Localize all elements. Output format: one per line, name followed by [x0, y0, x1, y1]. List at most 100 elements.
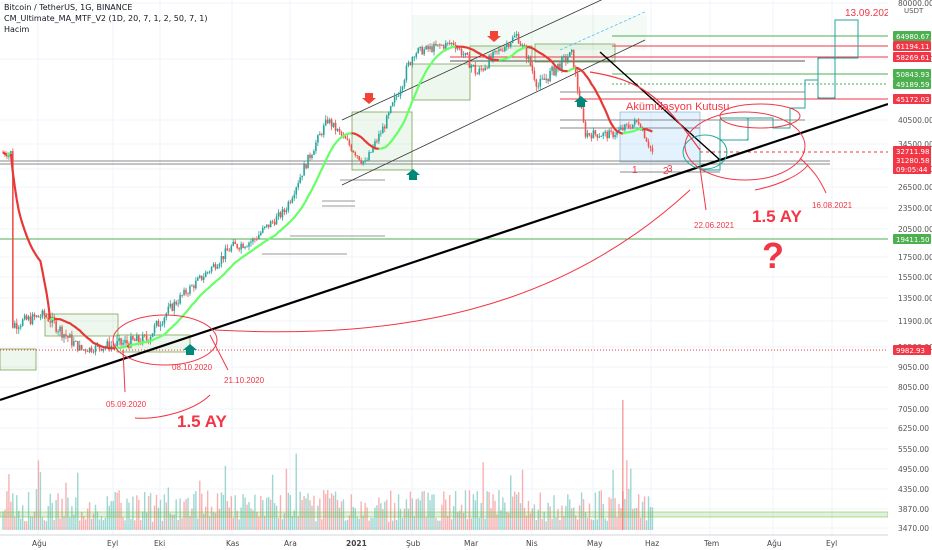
volume-bar [557, 509, 559, 530]
volume-bar [620, 508, 622, 530]
arrow-21-10 [209, 334, 229, 371]
price-tag-label: 50843.93 [896, 71, 929, 79]
y-tick-label: 13500.00 [898, 294, 932, 303]
candle-body [500, 49, 502, 51]
channel-mid [559, 11, 646, 51]
price-tag [893, 155, 931, 165]
volume-bar [155, 494, 158, 530]
volume-bar [39, 472, 42, 530]
volume-bar [506, 512, 508, 530]
candle-body [326, 119, 329, 123]
volume-bar [10, 501, 12, 530]
candle-body [443, 45, 445, 49]
volume-label[interactable]: Hacim [4, 25, 30, 34]
circle-small [682, 134, 728, 170]
candle-body [370, 152, 372, 153]
volume-bar [649, 507, 652, 530]
candle-body [452, 42, 455, 45]
candle-body [100, 348, 103, 351]
candle-body [568, 52, 571, 58]
volume-bar [279, 495, 282, 530]
volume-bar [490, 508, 492, 530]
volume-bar [96, 511, 99, 530]
time-axis[interactable]: Ağu Eyl Eki Kas Ara 2021 Şub Mar Nis May Haz Tem Ağu… [0, 534, 888, 550]
volume-bar [244, 497, 246, 530]
volume-bar [352, 506, 355, 530]
candle-body [159, 325, 162, 327]
candle-body [606, 131, 608, 139]
volume-bar [226, 501, 229, 530]
candle-body [405, 65, 408, 81]
candle-body [364, 160, 366, 162]
candle-body [75, 341, 77, 342]
volume-bar [551, 518, 553, 530]
volume-bar [303, 495, 305, 530]
volume-bar [358, 518, 360, 530]
candle-body [315, 142, 317, 152]
volume-bar [537, 509, 539, 530]
volume-bar [374, 507, 376, 530]
indicator-label[interactable]: CM_Ultimate_MA_MTF_V2 (1D, 20, 7, 1, 2, … [4, 14, 208, 23]
volume-bar [59, 518, 61, 530]
price-axis[interactable]: 80000.0055000.0040500.0034500.0029500.00… [888, 0, 932, 550]
volume-bar [277, 518, 280, 530]
red-ma-down [589, 71, 701, 151]
ma-segment [114, 345, 128, 350]
volume-bar [240, 507, 242, 530]
volume-bar [165, 502, 168, 530]
candle-body [169, 303, 172, 307]
candle-body [460, 48, 463, 56]
candle-body [291, 198, 294, 203]
annotation-text: 1.5 AY [752, 207, 802, 226]
volume-bar [234, 495, 236, 530]
candle-body [293, 194, 296, 199]
candle-body [527, 56, 530, 59]
candle-body [431, 46, 433, 52]
volume-bar [482, 462, 484, 530]
volume-bar [460, 504, 463, 530]
candle-body [242, 243, 244, 248]
volume-bar [576, 519, 579, 530]
candle-body [602, 132, 605, 137]
volume-bar [594, 492, 597, 530]
annotation-text: 16.08.2021 [812, 201, 853, 210]
volume-bar [295, 453, 297, 530]
volume-bar [199, 480, 201, 530]
candle-body [488, 55, 490, 69]
volume-bar [57, 493, 59, 530]
volume-bar [388, 521, 390, 530]
x-tick-label: Kas [226, 539, 239, 548]
volume-bar [517, 492, 520, 530]
y-tick-label: 5550.00 [898, 445, 929, 454]
candle-body [592, 130, 595, 139]
volume-bar [384, 501, 386, 530]
candle-body [200, 275, 203, 280]
volume-bar [354, 508, 356, 530]
candle-body [368, 152, 370, 161]
volume-bar [14, 516, 16, 530]
candle-body [202, 277, 205, 280]
volume-bar [429, 500, 431, 530]
volume-bar [185, 499, 187, 530]
volume-bar [604, 518, 606, 530]
annotation-text: 1 [632, 165, 638, 176]
sell-arrow-icon [487, 31, 501, 42]
volume-bar [596, 519, 599, 530]
channel-lower [341, 39, 646, 186]
candle-body [421, 46, 423, 55]
volume-bar [151, 521, 154, 530]
candle-body [401, 86, 404, 91]
volume-bar [527, 500, 530, 530]
candle-body [92, 351, 95, 353]
volume-bar [545, 521, 547, 530]
candle-body [55, 320, 57, 332]
volume-bar [138, 499, 140, 530]
volume-bar [41, 516, 44, 530]
candle-body [167, 306, 170, 314]
candle-body [29, 316, 32, 324]
volume-bar [4, 509, 6, 530]
candle-body [277, 212, 280, 217]
volume-bar [203, 513, 205, 530]
volume-bar [338, 507, 341, 530]
